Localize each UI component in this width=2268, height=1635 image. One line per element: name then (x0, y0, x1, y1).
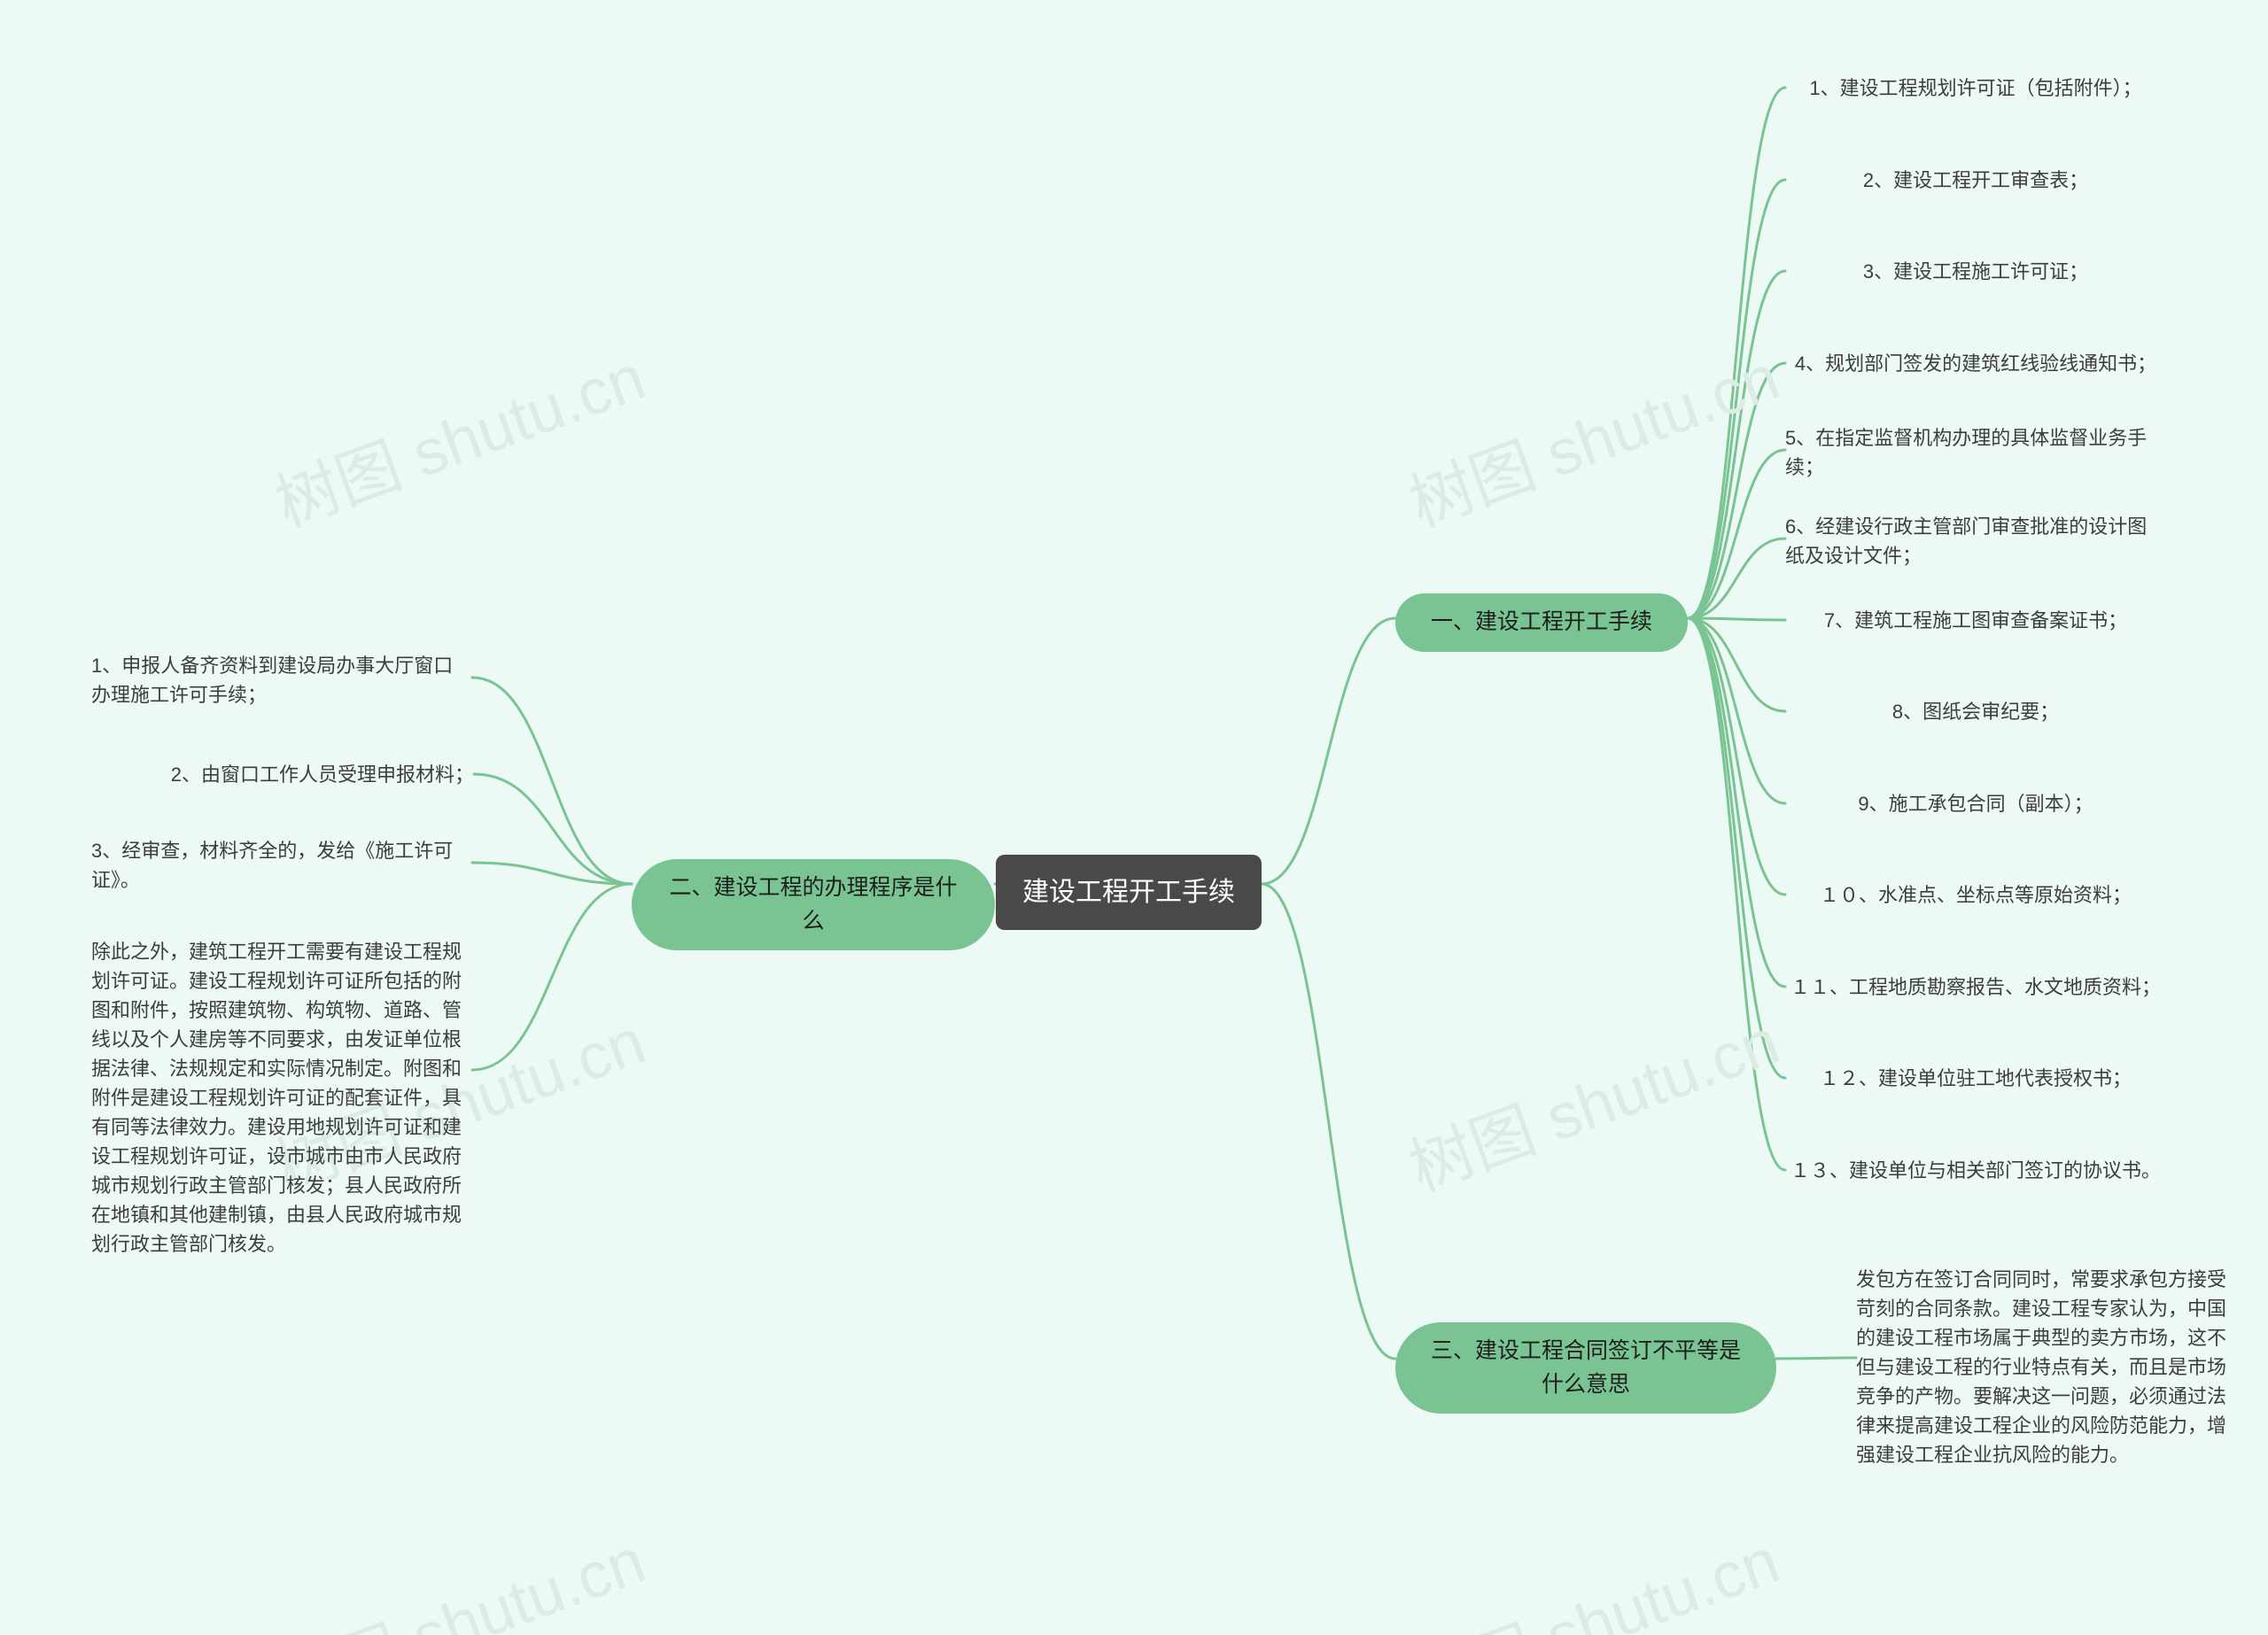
branch-b2-label: 二、建设工程的办理程序是什么 (632, 859, 995, 950)
leaf-b2-2-label: 3、经审查，材料齐全的，发给《施工许可证》。 (91, 836, 472, 895)
leaf-b1-12[interactable]: １３、建设单位与相关部门签订的协议书。 (1785, 1155, 2166, 1185)
leaf-b2-1[interactable]: 2、由窗口工作人员受理申报材料； (146, 759, 474, 789)
leaf-b1-10-label: １１、工程地质勘察报告、水文地质资料； (1790, 972, 2161, 1002)
leaf-b1-4-label: 5、在指定监督机构办理的具体监督业务手续； (1785, 423, 2166, 482)
watermark-text: 树图 shutu.cn (1401, 1525, 1788, 1635)
leaf-b1-1-label: 2、建设工程开工审查表； (1863, 166, 2088, 195)
watermark-text: 树图 shutu.cn (1401, 342, 1788, 540)
leaf-b1-0[interactable]: 1、建设工程规划许可证（包括附件）； (1785, 73, 2166, 103)
leaf-b1-9[interactable]: １０、水准点、坐标点等原始资料； (1785, 879, 2166, 910)
center-node-label: 建设工程开工手续 (996, 855, 1262, 930)
leaf-b1-4[interactable]: 5、在指定监督机构办理的具体监督业务手续； (1785, 423, 2166, 482)
leaf-b1-3[interactable]: 4、规划部门签发的建筑红线验线通知书； (1785, 348, 2166, 378)
leaf-b1-10[interactable]: １１、工程地质勘察报告、水文地质资料； (1785, 972, 2166, 1002)
watermark-text: 树图 shutu.cn (267, 342, 654, 540)
leaf-b1-2[interactable]: 3、建设工程施工许可证； (1785, 256, 2166, 286)
branch-b2[interactable]: 二、建设工程的办理程序是什么 (632, 859, 995, 950)
leaf-b1-5-label: 6、经建设行政主管部门审查批准的设计图纸及设计文件； (1785, 512, 2166, 570)
leaf-b1-12-label: １３、建设单位与相关部门签订的协议书。 (1790, 1156, 2161, 1185)
branch-b3[interactable]: 三、建设工程合同签订不平等是什么意思 (1395, 1322, 1776, 1414)
leaf-b1-1[interactable]: 2、建设工程开工审查表； (1785, 165, 2166, 195)
leaf-b1-2-label: 3、建设工程施工许可证； (1863, 257, 2088, 286)
leaf-b1-0-label: 1、建设工程规划许可证（包括附件）； (1809, 74, 2141, 103)
leaf-b1-8-label: 9、施工承包合同（副本）； (1858, 789, 2093, 818)
branch-b1-label: 一、建设工程开工手续 (1401, 593, 1682, 652)
leaf-b2-2[interactable]: 3、经审查，材料齐全的，发给《施工许可证》。 (91, 836, 472, 895)
leaf-b2-3-label: 除此之外，建筑工程开工需要有建设工程规划许可证。建设工程规划许可证所包括的附图和… (91, 937, 472, 1259)
watermark: 树图 shutu.cn (1394, 325, 1790, 545)
leaf-b2-1-label: 2、由窗口工作人员受理申报材料； (171, 760, 474, 789)
leaf-b1-6[interactable]: 7、建筑工程施工图审查备案证书； (1785, 605, 2166, 635)
leaf-b1-6-label: 7、建筑工程施工图审查备案证书； (1824, 606, 2127, 635)
leaf-b1-8[interactable]: 9、施工承包合同（副本）； (1785, 788, 2166, 818)
center-node[interactable]: 建设工程开工手续 (996, 855, 1262, 930)
leaf-b3-0-label: 发包方在签订合同同时，常要求承包方接受苛刻的合同条款。建设工程专家认为，中国的建… (1856, 1265, 2237, 1469)
leaf-b2-3[interactable]: 除此之外，建筑工程开工需要有建设工程规划许可证。建设工程规划许可证所包括的附图和… (91, 937, 472, 1259)
leaf-b1-11[interactable]: １２、建设单位驻工地代表授权书； (1785, 1063, 2166, 1093)
leaf-b1-5[interactable]: 6、经建设行政主管部门审查批准的设计图纸及设计文件； (1785, 512, 2166, 570)
watermark-text: 树图 shutu.cn (267, 1525, 654, 1635)
branch-b1[interactable]: 一、建设工程开工手续 (1395, 593, 1688, 652)
leaf-b1-11-label: １２、建设单位驻工地代表授权书； (1820, 1064, 2132, 1093)
watermark-text: 树图 shutu.cn (1401, 1006, 1788, 1205)
mindmap-canvas: 树图 shutu.cn 树图 shutu.cn 树图 shutu.cn 树图 shut… (0, 0, 2268, 1635)
leaf-b1-7-label: 8、图纸会审纪要； (1892, 697, 2059, 726)
leaf-b1-7[interactable]: 8、图纸会审纪要； (1785, 696, 2166, 726)
leaf-b2-0-label: 1、申报人备齐资料到建设局办事大厅窗口办理施工许可手续； (91, 651, 472, 709)
watermark: 树图 shutu.cn (260, 1508, 656, 1635)
leaf-b3-0[interactable]: 发包方在签订合同同时，常要求承包方接受苛刻的合同条款。建设工程专家认为，中国的建… (1856, 1265, 2237, 1469)
watermark: 树图 shutu.cn (260, 325, 656, 545)
leaf-b2-0[interactable]: 1、申报人备齐资料到建设局办事大厅窗口办理施工许可手续； (91, 651, 472, 709)
branch-b3-label: 三、建设工程合同签订不平等是什么意思 (1395, 1322, 1776, 1414)
leaf-b1-9-label: １０、水准点、坐标点等原始资料； (1820, 880, 2132, 910)
watermark: 树图 shutu.cn (1394, 989, 1790, 1209)
watermark: 树图 shutu.cn (1394, 1508, 1790, 1635)
leaf-b1-3-label: 4、规划部门签发的建筑红线验线通知书； (1795, 349, 2156, 378)
